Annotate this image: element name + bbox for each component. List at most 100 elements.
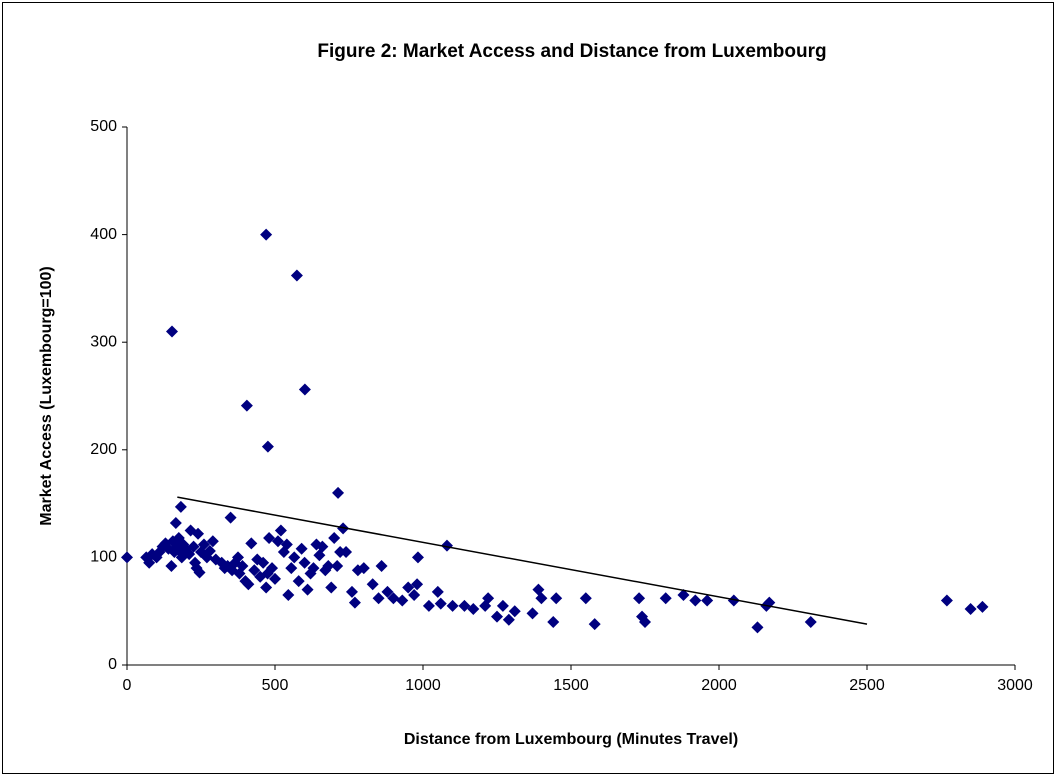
point bbox=[633, 592, 646, 605]
point bbox=[467, 603, 480, 616]
point bbox=[232, 551, 244, 564]
x-tick-label: 0 bbox=[123, 677, 132, 694]
point bbox=[496, 599, 509, 612]
point bbox=[701, 594, 714, 607]
x-tick-label: 2000 bbox=[701, 677, 737, 694]
point bbox=[307, 562, 320, 575]
point bbox=[408, 589, 421, 602]
point bbox=[295, 542, 308, 555]
y-tick-label: 100 bbox=[90, 549, 117, 566]
x-tick-label: 1500 bbox=[553, 677, 589, 694]
point bbox=[588, 618, 601, 631]
point bbox=[248, 564, 261, 577]
point bbox=[298, 556, 311, 569]
point bbox=[285, 562, 298, 575]
point bbox=[440, 539, 453, 552]
point bbox=[411, 578, 424, 591]
point bbox=[165, 325, 178, 338]
point bbox=[411, 551, 424, 564]
y-tick-label: 200 bbox=[90, 441, 117, 458]
point bbox=[269, 572, 281, 585]
point bbox=[332, 486, 345, 499]
point bbox=[689, 594, 702, 607]
x-axis-label: Distance from Luxembourg (Minutes Travel… bbox=[404, 731, 738, 748]
point bbox=[206, 535, 219, 548]
point bbox=[976, 600, 989, 613]
point bbox=[348, 596, 361, 609]
point bbox=[292, 575, 305, 588]
point bbox=[340, 546, 353, 559]
point bbox=[964, 603, 977, 616]
point bbox=[260, 581, 273, 594]
point bbox=[271, 535, 284, 548]
point bbox=[165, 560, 178, 573]
point bbox=[193, 566, 206, 579]
x-tick-label: 3000 bbox=[997, 677, 1033, 694]
point bbox=[331, 560, 344, 573]
point bbox=[422, 599, 435, 612]
point bbox=[375, 560, 388, 573]
point bbox=[288, 551, 301, 564]
x-tick-label: 1000 bbox=[405, 677, 441, 694]
point bbox=[579, 592, 592, 605]
point bbox=[502, 613, 515, 626]
x-tick-label: 2500 bbox=[849, 677, 885, 694]
point bbox=[187, 540, 200, 553]
point bbox=[257, 556, 270, 569]
point bbox=[458, 599, 471, 612]
point bbox=[547, 615, 560, 628]
point bbox=[431, 585, 444, 598]
point bbox=[535, 592, 548, 605]
point bbox=[280, 538, 293, 551]
y-tick-label: 0 bbox=[108, 656, 117, 673]
point bbox=[434, 597, 447, 610]
point bbox=[245, 537, 258, 550]
point bbox=[316, 540, 329, 553]
point bbox=[366, 578, 379, 591]
point bbox=[482, 592, 495, 605]
point bbox=[325, 581, 338, 594]
point bbox=[372, 592, 385, 605]
point bbox=[274, 524, 287, 537]
point bbox=[940, 594, 953, 607]
point bbox=[804, 615, 817, 628]
point bbox=[260, 228, 273, 241]
point bbox=[282, 589, 295, 602]
point bbox=[396, 594, 409, 607]
point bbox=[203, 544, 216, 557]
point bbox=[192, 527, 205, 540]
point bbox=[446, 599, 459, 612]
point bbox=[322, 560, 335, 573]
point bbox=[301, 583, 314, 596]
point bbox=[387, 592, 400, 605]
point bbox=[240, 399, 253, 412]
point bbox=[242, 578, 255, 591]
point bbox=[266, 562, 279, 575]
point bbox=[328, 532, 341, 545]
point bbox=[261, 440, 274, 453]
x-tick-label: 500 bbox=[262, 677, 289, 694]
point bbox=[381, 585, 394, 598]
point bbox=[290, 269, 303, 282]
point bbox=[659, 592, 672, 605]
trendline bbox=[177, 496, 868, 625]
point bbox=[508, 605, 521, 618]
point bbox=[236, 560, 249, 573]
point bbox=[550, 592, 563, 605]
y-tick-label: 500 bbox=[90, 118, 117, 135]
point bbox=[345, 585, 358, 598]
point bbox=[727, 594, 740, 607]
point bbox=[121, 551, 133, 564]
y-tick-label: 300 bbox=[90, 333, 117, 350]
point bbox=[224, 511, 237, 524]
point bbox=[677, 589, 690, 602]
point bbox=[639, 615, 651, 628]
point bbox=[491, 610, 503, 623]
chart-title: Figure 2: Market Access and Distance fro… bbox=[317, 41, 826, 62]
point bbox=[174, 500, 187, 513]
y-tick-label: 400 bbox=[90, 226, 117, 243]
point bbox=[298, 383, 311, 396]
y-axis-label: Market Access (Luxembourg=100) bbox=[38, 266, 55, 526]
